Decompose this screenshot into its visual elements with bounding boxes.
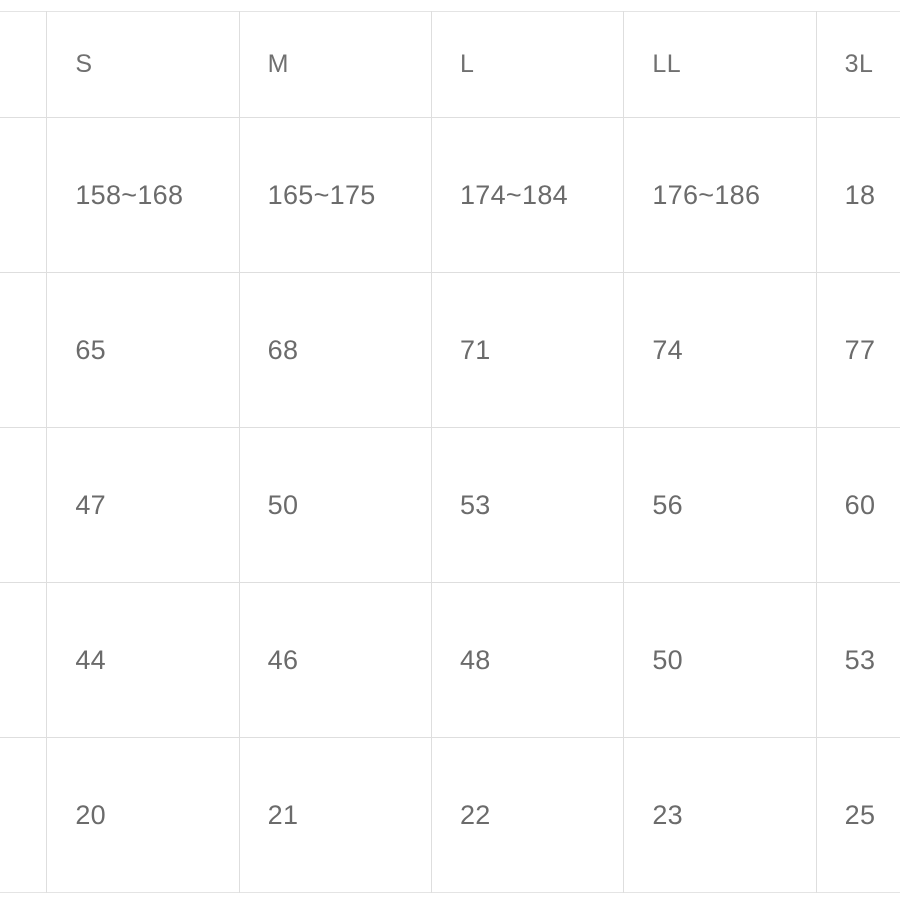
column-header-m: M [239, 11, 432, 118]
table-cell: 174~184 [431, 117, 625, 273]
table-row: 444750535660 [0, 427, 900, 583]
table-cell: 60 [816, 427, 900, 583]
table-cell: 19 [0, 737, 48, 893]
table-cell: 20 [46, 737, 240, 893]
column-header-ss: SS [0, 11, 48, 118]
table-cell: 46 [239, 582, 432, 738]
table-header-row: SSSMLLL3L [0, 11, 900, 118]
table-cell: 42 [0, 582, 48, 738]
table-cell: 74 [623, 272, 817, 428]
table-cell: 176~186 [623, 117, 817, 273]
table-cell: 18 [816, 117, 900, 273]
table-cell: 68 [239, 272, 432, 428]
table-cell: 77 [816, 272, 900, 428]
table-cell: 50 [239, 427, 432, 583]
size-table: SSSMLLL3L 150~160158~168165~175174~18417… [0, 11, 900, 893]
table-row: 626568717477 [0, 272, 900, 428]
table-cell: 50 [623, 582, 817, 738]
table-row: 192021222325 [0, 737, 900, 893]
table-cell: 150~160 [0, 117, 48, 273]
table-cell: 25 [816, 737, 900, 893]
table-row: 424446485053 [0, 582, 900, 738]
table-cell: 65 [46, 272, 240, 428]
table-cell: 22 [431, 737, 625, 893]
table-cell: 44 [0, 427, 48, 583]
table-cell: 53 [431, 427, 625, 583]
table-cell: 48 [431, 582, 625, 738]
size-table-body: 150~160158~168165~175174~184176~18618626… [0, 117, 900, 893]
table-cell: 53 [816, 582, 900, 738]
size-table-container: SSSMLLL3L 150~160158~168165~175174~18417… [0, 11, 900, 893]
column-header-3l: 3L [816, 11, 900, 118]
table-cell: 71 [431, 272, 625, 428]
table-cell: 165~175 [239, 117, 432, 273]
table-cell: 44 [46, 582, 240, 738]
table-cell: 56 [623, 427, 817, 583]
column-header-s: S [46, 11, 240, 118]
table-cell: 47 [46, 427, 240, 583]
size-table-header: SSSMLLL3L [0, 11, 900, 118]
table-cell: 21 [239, 737, 432, 893]
column-header-ll: LL [623, 11, 817, 118]
column-header-l: L [431, 11, 625, 118]
table-cell: 62 [0, 272, 48, 428]
table-cell: 23 [623, 737, 817, 893]
table-cell: 158~168 [46, 117, 240, 273]
